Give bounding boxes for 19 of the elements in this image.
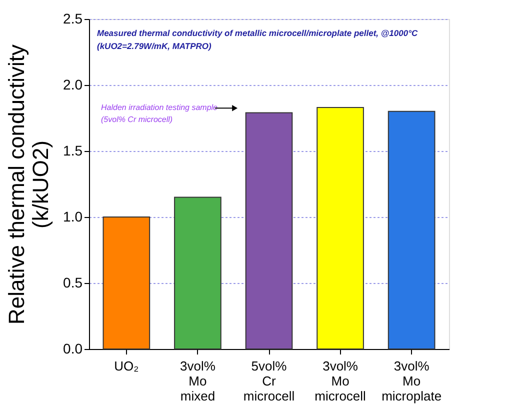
y-tick-label: 0.5 — [63, 274, 83, 290]
bar — [245, 112, 293, 350]
bar — [174, 196, 222, 350]
x-tick-label: UO₂ — [114, 358, 139, 374]
x-tick-label: 3vol% Mo microcell — [314, 358, 366, 404]
y-tick-label: 1.5 — [63, 142, 83, 158]
y-tick-label: 0.0 — [63, 340, 83, 356]
x-tick-label: 3vol% Mo mixed — [180, 358, 216, 404]
bar — [388, 110, 436, 350]
y-tick-label: 1.0 — [63, 208, 83, 224]
bar — [102, 216, 150, 350]
bar — [316, 106, 364, 350]
annotation: Measured thermal conductivity of metallic microcell/microplate pellet, @1000°C (kUO2=2.79W/mK, MATPRO) — [97, 28, 418, 51]
y-tick-label: 2.0 — [63, 76, 83, 92]
x-tick-label: 3vol% Mo microplate — [382, 358, 442, 404]
annotation: Halden irradiation testing sample (5vol% Cr microcell) — [101, 103, 218, 124]
y-axis-title: Relative thermal conductivity (k/kUO2) — [4, 44, 54, 325]
x-tick-label: 5vol% Cr microcell — [243, 358, 295, 404]
y-tick-label: 2.5 — [63, 10, 83, 26]
